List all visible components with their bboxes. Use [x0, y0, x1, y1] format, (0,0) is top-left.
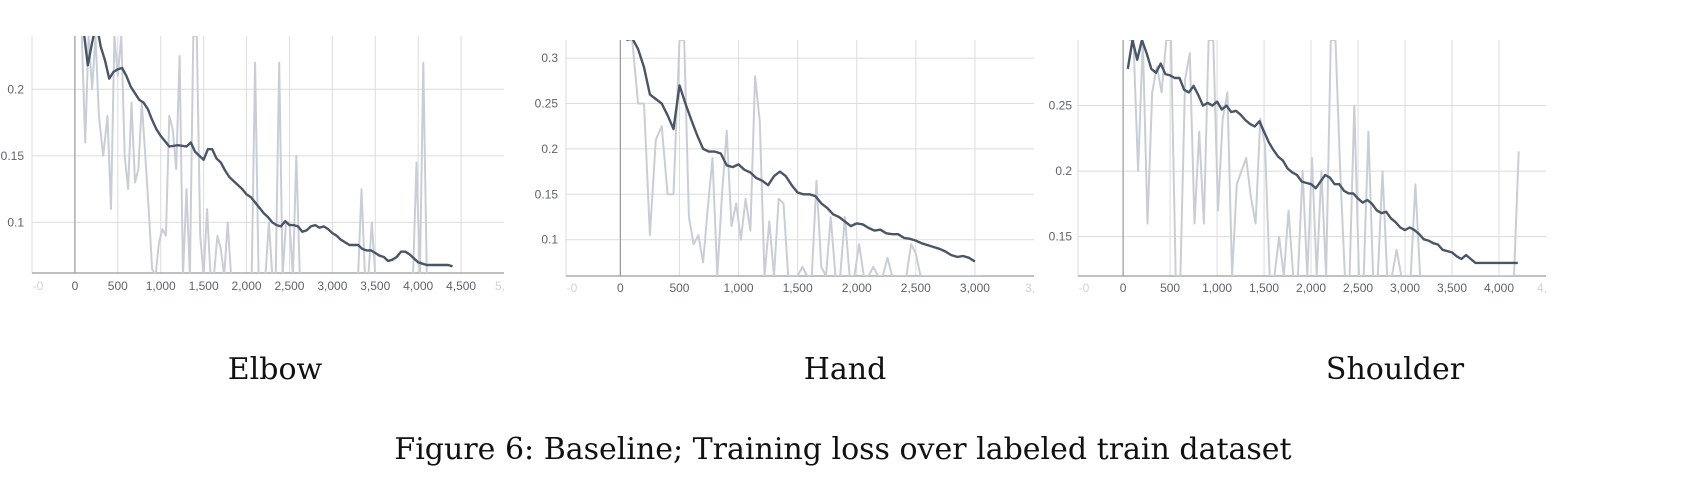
- chart-hand: 0 500 1,000 1,500 2,000 2,500 3,000 -0 3, 0.3 0.25…: [535, 40, 1035, 295]
- y-tick-label: 0.15: [1049, 230, 1073, 244]
- x-edge-label: -0: [33, 279, 44, 293]
- x-edge-label: 5,: [495, 279, 505, 293]
- chart-shoulder: 0 500 1,000 1,500 2,000 2,500 3,000 3,500 4,000 -…: [1049, 40, 1547, 295]
- x-tick-label: 2,500: [274, 279, 304, 293]
- panel-title-shoulder: Shoulder: [1325, 352, 1465, 387]
- x-tick-label: 1,000: [724, 281, 754, 295]
- x-tick-label: 1,500: [1249, 281, 1279, 295]
- x-tick-label: 500: [108, 279, 128, 293]
- x-edge-label: -0: [567, 281, 578, 295]
- raw-loss-line: [80, 36, 428, 273]
- smoothed-loss-line: [1126, 40, 1518, 265]
- y-tick-label: 0.15: [535, 187, 559, 201]
- x-tick-label: 1,500: [783, 281, 813, 295]
- x-edge-label: 4,: [1537, 281, 1547, 295]
- charts-canvas: 0 500 1,000 1,500 2,000 2,500 3,000 3,500 4,000 4…: [1, 36, 1547, 295]
- x-tick-label: 4,000: [1484, 281, 1514, 295]
- panel-title-hand: Hand: [803, 352, 887, 387]
- y-tick-label: 0.2: [1055, 164, 1072, 178]
- x-tick-label: 500: [669, 281, 689, 295]
- x-tick-label: 0: [617, 281, 624, 295]
- x-tick-label: 3,000: [317, 279, 347, 293]
- x-tick-label: 2,500: [1343, 281, 1373, 295]
- y-tick-label: 0.3: [541, 51, 558, 65]
- y-tick-label: 0.2: [541, 142, 558, 156]
- x-tick-label: 4,500: [446, 279, 476, 293]
- x-edge-label: 3,: [1025, 281, 1035, 295]
- x-tick-label: 3,500: [360, 279, 390, 293]
- x-tick-label: 3,000: [960, 281, 990, 295]
- smoothed-loss-line: [83, 36, 453, 268]
- x-tick-label: 2,000: [232, 279, 262, 293]
- y-tick-label: 0.25: [1049, 99, 1073, 113]
- x-tick-label: 2,000: [1296, 281, 1326, 295]
- x-tick-label: 2,000: [842, 281, 872, 295]
- x-tick-label: 500: [1160, 281, 1180, 295]
- x-tick-label: 0: [1120, 281, 1127, 295]
- y-tick-label: 0.15: [1, 149, 25, 163]
- x-tick-label: 0: [72, 279, 79, 293]
- x-tick-label: 3,500: [1437, 281, 1467, 295]
- figure-caption: Figure 6: Baseline; Training loss over l…: [394, 432, 1292, 467]
- smoothed-loss-line: [626, 40, 976, 263]
- x-tick-label: 3,000: [1390, 281, 1420, 295]
- chart-elbow: 0 500 1,000 1,500 2,000 2,500 3,000 3,500 4,000 4…: [1, 36, 505, 293]
- y-tick-label: 0.2: [7, 82, 24, 96]
- x-edge-label: -0: [1079, 281, 1090, 295]
- raw-loss-line: [626, 40, 982, 276]
- x-tick-label: 1,000: [146, 279, 176, 293]
- x-tick-label: 4,000: [403, 279, 433, 293]
- y-tick-label: 0.1: [541, 233, 558, 247]
- x-tick-label: 1,500: [189, 279, 219, 293]
- panel-title-elbow: Elbow: [227, 352, 323, 387]
- y-tick-label: 0.25: [535, 97, 559, 111]
- x-tick-label: 1,000: [1202, 281, 1232, 295]
- x-tick-label: 2,500: [901, 281, 931, 295]
- y-tick-label: 0.1: [7, 215, 24, 229]
- raw-loss-line: [1128, 40, 1520, 276]
